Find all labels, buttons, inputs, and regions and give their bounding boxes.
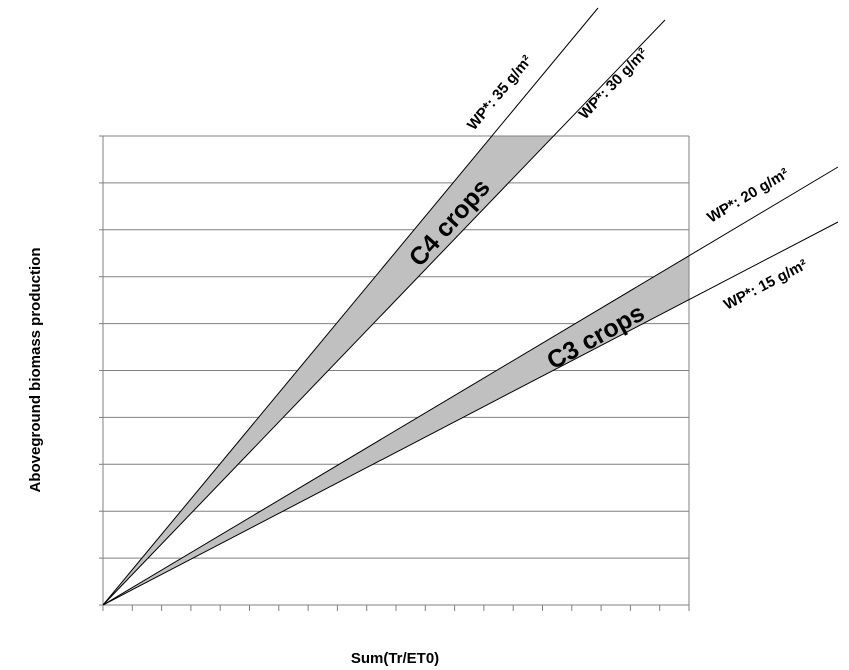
axis-ticks: [99, 135, 690, 611]
wp-15-line: [102, 221, 839, 606]
wp-35-line: [102, 7, 599, 606]
wp-30-line: [102, 19, 666, 606]
wp-20-line: [102, 166, 839, 606]
wp-lines: [102, 7, 839, 606]
wp-35-label: WP*: 35 g/m²: [464, 52, 536, 133]
wp-20-label: WP*: 20 g/m²: [704, 165, 791, 227]
grid-lines: [103, 182, 689, 559]
y-axis-label: Aboveground biomass production: [27, 247, 44, 492]
x-axis-label: Sum(Tr/ET0): [351, 650, 439, 667]
wp-30-label: WP*: 30 g/m²: [576, 45, 652, 123]
wp-15-label: WP*: 15 g/m²: [721, 256, 810, 313]
labels: C4 crops C3 crops WP*: 35 g/m² WP*: 30 g…: [27, 45, 810, 667]
